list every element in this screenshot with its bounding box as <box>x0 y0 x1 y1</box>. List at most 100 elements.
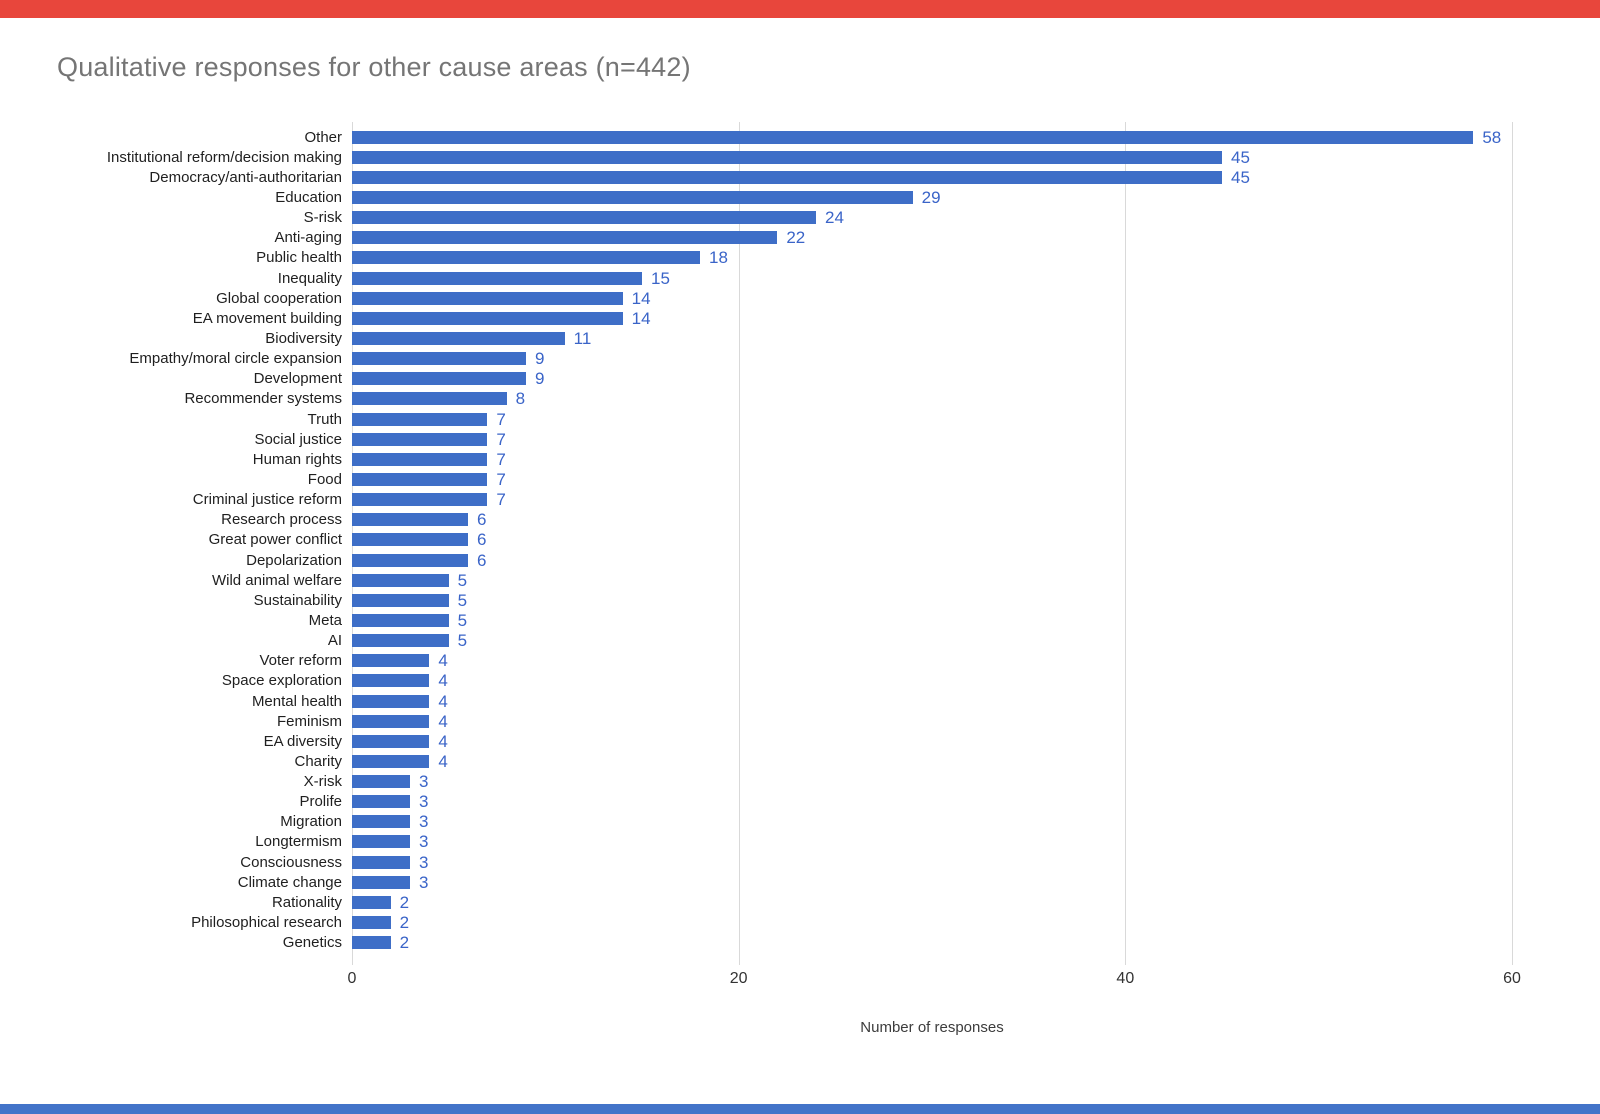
category-label: Development <box>253 370 342 388</box>
category-label: Social justice <box>254 430 342 448</box>
category-label: Rationality <box>271 893 342 911</box>
category-label: Sustainability <box>253 591 342 609</box>
category-label: Philosophical research <box>191 914 342 932</box>
value-label: 5 <box>457 590 468 610</box>
bottom-accent-band <box>0 1104 1600 1114</box>
category-label: Truth <box>307 410 342 428</box>
bar <box>352 271 642 285</box>
bar <box>352 835 410 849</box>
bar <box>352 936 391 950</box>
value-label: 14 <box>631 308 651 328</box>
bar-track: 4 <box>352 691 1512 711</box>
bar-row: Feminism 4 <box>0 711 1600 731</box>
bar-row: Social justice 7 <box>0 429 1600 449</box>
category-label: Inequality <box>277 269 342 287</box>
value-label: 3 <box>419 812 429 832</box>
bar-row: Longtermism 3 <box>0 832 1600 852</box>
bar <box>352 452 488 466</box>
value-label: 4 <box>438 691 448 711</box>
bar-track: 3 <box>352 792 1512 812</box>
value-label: 8 <box>515 389 526 409</box>
category-label: Recommender systems <box>184 390 342 408</box>
category-label: EA diversity <box>263 732 342 750</box>
bar-track: 58 <box>352 127 1512 147</box>
category-label: Food <box>307 470 342 488</box>
bar-track: 7 <box>352 409 1512 429</box>
x-axis-tick-label: 0 <box>347 970 357 987</box>
value-label: 4 <box>438 751 448 771</box>
bar <box>352 392 507 406</box>
bar-row: Prolife 3 <box>0 792 1600 812</box>
bar-track: 5 <box>352 570 1512 590</box>
bar <box>352 211 816 225</box>
gridline <box>1125 122 1127 965</box>
bar-track: 7 <box>352 429 1512 449</box>
category-label: Voter reform <box>259 652 342 670</box>
category-label: Institutional reform/decision making <box>106 148 342 166</box>
bar-track: 7 <box>352 490 1512 510</box>
value-label: 7 <box>496 490 506 510</box>
x-axis-ticks: 0 20 40 60 <box>348 970 1521 992</box>
category-label: Climate change <box>237 873 342 891</box>
bar-row: Recommender systems 8 <box>0 389 1600 409</box>
bar-row: Consciousness 3 <box>0 852 1600 872</box>
bar-row: Democracy/anti-authoritarian 45 <box>0 167 1600 187</box>
bar <box>352 513 468 527</box>
bar-row: Genetics 2 <box>0 933 1600 953</box>
value-label: 7 <box>496 469 506 489</box>
value-label: 14 <box>631 288 651 308</box>
gridline <box>1512 122 1513 965</box>
bar-row: AI 5 <box>0 631 1600 651</box>
value-label: 2 <box>399 892 410 912</box>
category-label: S-risk <box>303 209 342 227</box>
bar <box>352 714 430 728</box>
category-label: X-risk <box>303 773 342 791</box>
value-label: 7 <box>496 449 506 469</box>
bar <box>352 150 1222 164</box>
value-label: 6 <box>477 550 487 570</box>
bar-row: Philosophical research 2 <box>0 912 1600 932</box>
bar <box>352 291 623 305</box>
category-label: Depolarization <box>246 551 342 569</box>
category-label: Charity <box>294 752 342 770</box>
bar-row: X-risk 3 <box>0 772 1600 792</box>
bar-track: 18 <box>352 248 1512 268</box>
value-label: 6 <box>477 530 487 550</box>
bar <box>352 573 449 587</box>
bar-row: Space exploration 4 <box>0 671 1600 691</box>
bar <box>352 613 449 627</box>
category-label: Wild animal welfare <box>211 571 342 589</box>
bar-track: 5 <box>352 631 1512 651</box>
bar-row: Truth 7 <box>0 409 1600 429</box>
value-label: 45 <box>1231 167 1250 187</box>
bar <box>352 493 488 507</box>
bar-row: Public health 18 <box>0 248 1600 268</box>
value-label: 9 <box>535 349 545 369</box>
category-label: Meta <box>308 611 342 629</box>
bar-row: Inequality 15 <box>0 268 1600 288</box>
category-label: Biodiversity <box>265 329 342 347</box>
bar-row: Voter reform 4 <box>0 651 1600 671</box>
category-label: Consciousness <box>240 853 342 871</box>
value-label: 4 <box>438 651 448 671</box>
bar-track: 22 <box>352 228 1512 248</box>
value-label: 18 <box>709 248 728 268</box>
bar <box>352 875 410 889</box>
bar <box>352 251 700 265</box>
bar <box>352 634 449 648</box>
bar-row: Sustainability 5 <box>0 590 1600 610</box>
value-label: 7 <box>496 409 506 429</box>
bar <box>352 855 410 869</box>
bar-track: 11 <box>352 328 1512 348</box>
bar-row: Anti-aging 22 <box>0 228 1600 248</box>
category-label: Criminal justice reform <box>192 491 342 509</box>
category-label: Democracy/anti-authoritarian <box>149 168 342 186</box>
bar-row: Other 58 <box>0 127 1600 147</box>
bar-track: 2 <box>352 933 1512 953</box>
bar-row: EA movement building 14 <box>0 308 1600 328</box>
bar-track: 2 <box>352 892 1512 912</box>
category-label: Research process <box>221 511 342 529</box>
value-label: 2 <box>399 933 410 953</box>
bar-track: 6 <box>352 530 1512 550</box>
